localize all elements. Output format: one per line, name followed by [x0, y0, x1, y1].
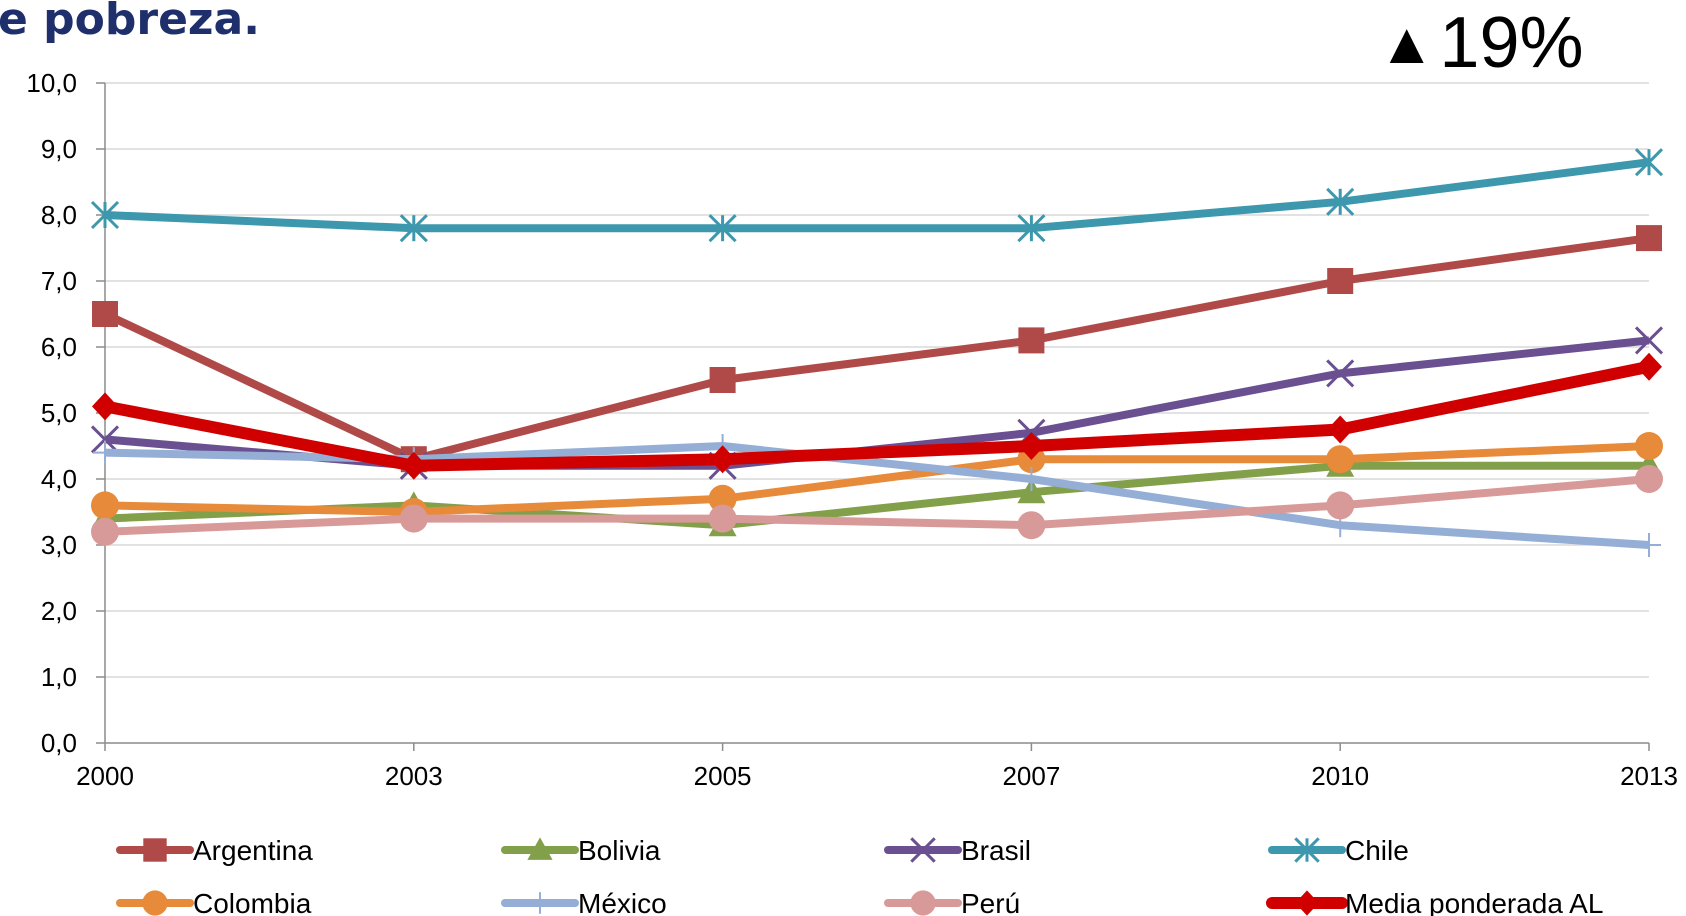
up-triangle-icon: ▲	[1378, 10, 1436, 76]
series-line	[104, 475, 1650, 536]
y-tick-label: 5,0	[41, 398, 77, 428]
marker-square	[709, 367, 736, 393]
marker-square	[1327, 268, 1354, 294]
legend-label: Argentina	[193, 835, 313, 866]
legend-label: México	[578, 888, 667, 916]
x-tick-label: 2003	[385, 761, 443, 791]
series-0	[92, 225, 1662, 473]
series-lines	[90, 148, 1664, 557]
series-line	[103, 360, 1651, 472]
marker-asterisk	[1326, 187, 1355, 216]
marker-asterisk	[90, 200, 120, 230]
y-tick-label: 1,0	[41, 662, 77, 692]
marker-circle	[708, 484, 737, 513]
legend-label: Perú	[961, 888, 1020, 916]
legend-item: Media ponderada AL	[1266, 888, 1603, 916]
marker-diamond	[92, 392, 118, 421]
marker-plus	[1019, 467, 1044, 491]
marker-diamond	[1295, 890, 1319, 916]
legend-item: Argentina	[116, 835, 313, 866]
marker-square	[1018, 327, 1045, 354]
x-tick-label: 2007	[1002, 761, 1060, 791]
marker-diamond	[1327, 415, 1354, 444]
y-tick-label: 7,0	[41, 266, 77, 296]
x-tick-label: 2010	[1311, 761, 1369, 791]
page-title: e pobreza.	[0, 0, 260, 45]
legend-label: Brasil	[961, 835, 1031, 866]
marker-diamond	[400, 451, 427, 480]
y-tick-label: 8,0	[41, 200, 77, 230]
marker-x-stroke	[90, 425, 120, 454]
series-3	[90, 148, 1664, 243]
legend-label: Media ponderada AL	[1345, 888, 1603, 916]
marker-x-stroke	[1634, 326, 1664, 355]
marker-plus	[1637, 533, 1661, 557]
y-tick-label: 10,0	[26, 68, 77, 98]
y-tick-label: 3,0	[41, 530, 77, 560]
marker-circle	[1326, 491, 1355, 520]
marker-asterisk	[1634, 148, 1664, 177]
marker-circle	[708, 504, 737, 533]
legend: Argentina Bolivia Brasil Chile Colombia Méxic…	[116, 835, 1603, 916]
marker-x-stroke	[910, 837, 936, 863]
marker-circle	[91, 491, 119, 520]
legend-item: Perú	[884, 888, 1020, 916]
x-tick-label: 2013	[1620, 761, 1678, 791]
legend-item: Colombia	[116, 888, 312, 916]
marker-circle	[91, 517, 119, 546]
marker-triangle	[527, 837, 553, 860]
legend-item: Bolivia	[501, 835, 661, 866]
y-tick-label: 4,0	[41, 464, 77, 494]
marker-diamond	[1636, 352, 1662, 381]
series-4	[91, 432, 1663, 526]
marker-circle	[1635, 465, 1663, 493]
change-badge: ▲ 19%	[1378, 2, 1584, 84]
series-line	[103, 234, 1650, 464]
marker-x	[910, 837, 936, 863]
marker-asterisk	[399, 214, 428, 243]
marker-x-stroke	[1326, 359, 1355, 388]
marker-x	[1634, 326, 1664, 355]
legend-label: Colombia	[193, 888, 312, 916]
series-line	[104, 442, 1650, 516]
marker-diamond	[709, 445, 736, 474]
legend-item: Chile	[1268, 835, 1409, 866]
marker-circle	[910, 890, 936, 916]
y-tick-label: 6,0	[41, 332, 77, 362]
series-7	[92, 352, 1662, 480]
marker-circle	[142, 890, 168, 916]
marker-square	[1636, 225, 1662, 252]
grid-lines	[105, 82, 1649, 678]
marker-circle	[399, 504, 428, 533]
marker-x	[1326, 359, 1355, 388]
series-line	[104, 158, 1650, 233]
axes: 0,0 1,0 2,0 3,0 4,0 5,0 6,0 7,0 8,0 9,0 10,0 2000 20…	[26, 68, 1678, 791]
marker-asterisk	[708, 214, 737, 243]
marker-diamond	[1018, 432, 1045, 460]
marker-plus	[93, 440, 117, 465]
legend-item: México	[501, 888, 667, 916]
marker-asterisk	[1017, 214, 1046, 243]
y-tick-label: 9,0	[41, 134, 77, 164]
legend-label: Bolivia	[578, 835, 661, 866]
legend-item: Brasil	[884, 835, 1031, 866]
marker-circle	[1017, 511, 1046, 540]
marker-circle	[1635, 432, 1663, 460]
marker-circle	[1326, 445, 1355, 474]
marker-plus	[529, 892, 551, 914]
y-tick-label: 0,0	[41, 728, 77, 758]
legend-label: Chile	[1345, 835, 1409, 866]
marker-x	[90, 425, 120, 454]
marker-square	[92, 301, 118, 327]
marker-asterisk	[1294, 837, 1320, 863]
marker-square	[143, 838, 167, 862]
series-6	[91, 465, 1663, 546]
y-tick-label: 2,0	[41, 596, 77, 626]
x-tick-label: 2005	[694, 761, 752, 791]
change-value: 19%	[1439, 3, 1584, 83]
x-tick-label: 2000	[76, 761, 134, 791]
